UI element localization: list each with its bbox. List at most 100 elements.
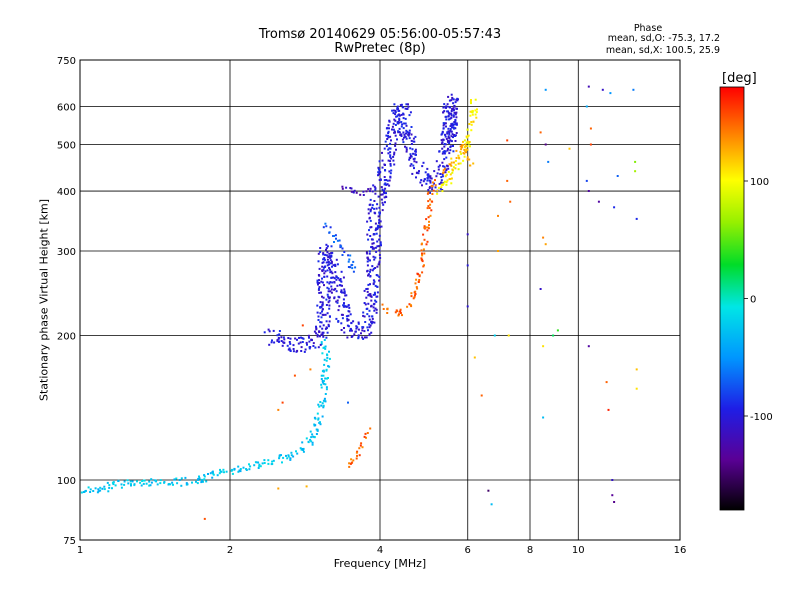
echo-point <box>319 321 322 324</box>
echo-point <box>369 235 372 237</box>
echo-point <box>218 472 221 475</box>
echo-point <box>401 138 404 141</box>
echo-point <box>281 461 283 464</box>
echo-point <box>378 206 381 209</box>
echo-point <box>331 281 334 284</box>
echo-point <box>178 479 181 481</box>
echo-point <box>371 269 374 272</box>
echo-point <box>322 261 325 264</box>
echo-point <box>427 174 429 177</box>
echo-point <box>325 248 327 251</box>
echo-point <box>355 457 358 460</box>
echo-point <box>374 299 377 302</box>
echo-point <box>370 322 373 325</box>
echo-point <box>329 256 332 259</box>
echo-point <box>374 284 377 287</box>
x-axis-label: Frequency [MHz] <box>333 557 427 570</box>
echo-point <box>474 98 477 101</box>
echo-point <box>334 263 337 266</box>
echo-point <box>451 133 454 136</box>
x-tick-label: 4 <box>377 545 383 556</box>
echo-point <box>435 175 438 178</box>
echo-point <box>334 287 337 290</box>
echo-point <box>372 247 375 250</box>
echo-point <box>305 341 308 344</box>
echo-point <box>326 331 329 334</box>
echo-point <box>382 203 385 206</box>
echo-point <box>381 209 384 212</box>
echo-point <box>317 283 319 286</box>
echo-point <box>367 238 370 241</box>
echo-point <box>296 338 298 341</box>
echo-point <box>444 133 446 136</box>
echo-point <box>327 261 330 264</box>
echo-point <box>399 104 402 107</box>
echo-point <box>357 321 360 324</box>
echo-point <box>389 163 392 165</box>
echo-point <box>442 124 445 127</box>
echo-point <box>405 146 408 149</box>
echo-point <box>278 454 281 457</box>
echo-point <box>363 315 366 318</box>
echo-point <box>333 296 336 299</box>
echo-point <box>394 124 397 126</box>
echo-point <box>381 303 384 306</box>
echo-point <box>441 173 444 176</box>
echo-point <box>452 98 455 101</box>
echo-point <box>357 337 360 340</box>
echo-point <box>311 339 313 342</box>
echo-point <box>462 152 465 154</box>
echo-point <box>450 112 453 115</box>
echo-point <box>117 480 120 482</box>
echo-point <box>410 143 413 145</box>
echo-point <box>108 486 111 489</box>
echo-point <box>140 484 143 487</box>
echo-point <box>273 341 276 344</box>
echo-point <box>635 387 638 390</box>
echo-point <box>309 430 312 433</box>
echo-point <box>345 305 348 308</box>
echo-point <box>333 241 335 243</box>
echo-point <box>313 436 316 439</box>
echo-point <box>446 164 448 167</box>
echo-point <box>402 112 405 115</box>
echo-point <box>421 258 424 261</box>
echo-point <box>332 276 335 279</box>
echo-point <box>203 474 206 477</box>
echo-point <box>444 150 447 153</box>
echo-point <box>378 234 381 237</box>
echo-point <box>133 483 136 486</box>
echo-point <box>400 135 403 137</box>
echo-point <box>200 481 203 484</box>
echo-point <box>205 480 208 483</box>
echo-point <box>447 167 450 170</box>
echo-point <box>418 275 421 278</box>
echo-point <box>445 173 448 176</box>
echo-point <box>402 127 405 130</box>
echo-point <box>362 337 365 340</box>
echo-point <box>450 99 453 102</box>
echo-point <box>408 131 411 134</box>
echo-point <box>451 124 454 127</box>
echo-point <box>397 314 400 317</box>
echo-point <box>320 378 323 380</box>
echo-point <box>289 342 292 345</box>
echo-point <box>203 475 206 478</box>
echo-point <box>442 138 445 141</box>
echo-point <box>450 177 453 180</box>
echo-point <box>330 262 333 265</box>
echo-point <box>449 163 452 166</box>
echo-point <box>375 207 378 210</box>
echo-point <box>357 334 360 337</box>
echo-point <box>391 125 394 128</box>
echo-point <box>259 465 262 468</box>
y-tick-label: 750 <box>57 56 76 67</box>
echo-point <box>296 349 299 352</box>
echo-point <box>97 490 100 493</box>
echo-point <box>381 188 384 191</box>
echo-point <box>446 103 449 106</box>
echo-point <box>449 128 452 131</box>
echo-point <box>466 305 469 308</box>
echo-point <box>258 465 261 468</box>
echo-point <box>324 270 327 273</box>
